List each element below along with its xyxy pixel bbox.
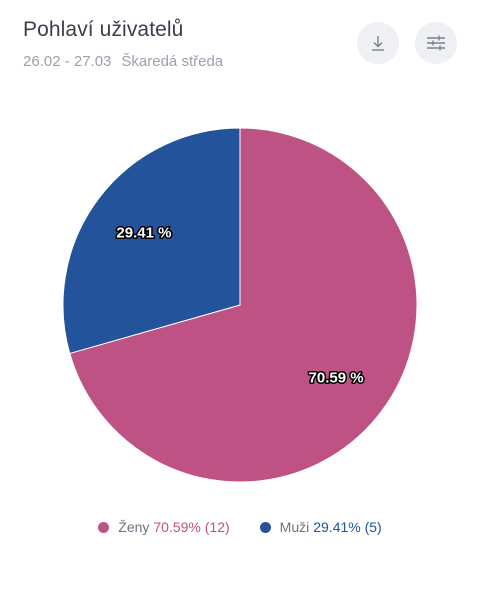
pie-slice-muzi[interactable]: [62, 127, 241, 355]
sliders-icon: [427, 35, 445, 51]
legend-marker: [259, 521, 271, 533]
chart-title: Pohlaví uživatelů: [23, 18, 184, 41]
legend-value: 29.41% (5): [313, 519, 382, 535]
chart-subtitle: 26.02 - 27.03 Škaredá středa: [23, 53, 223, 70]
chart-header: Pohlaví uživatelů 26.02 - 27.03 Škaredá s…: [23, 18, 223, 70]
legend-marker: [98, 521, 110, 533]
legend-value: 70.59% (12): [153, 519, 230, 535]
download-icon: [372, 36, 384, 51]
legend-item-zeny[interactable]: Ženy 70.59% (12): [98, 519, 230, 535]
download-button[interactable]: [357, 22, 399, 64]
date-range: 26.02 - 27.03: [23, 53, 112, 70]
pie-slice-zeny[interactable]: [69, 127, 418, 483]
chart-settings-button[interactable]: [415, 22, 457, 64]
legend-label: Muži: [279, 519, 310, 535]
chart-legend: Ženy 70.59% (12) Muži 29.41% (5): [0, 519, 480, 535]
data-label: 29.41 %: [116, 224, 171, 241]
legend-label: Ženy: [118, 519, 150, 535]
data-label: 70.59 %: [309, 370, 364, 387]
legend-item-muzi[interactable]: Muži 29.41% (5): [259, 519, 382, 535]
pie-chart: 70.59 % 29.41 %: [62, 127, 418, 483]
segment-name: Škaredá středa: [121, 53, 224, 70]
